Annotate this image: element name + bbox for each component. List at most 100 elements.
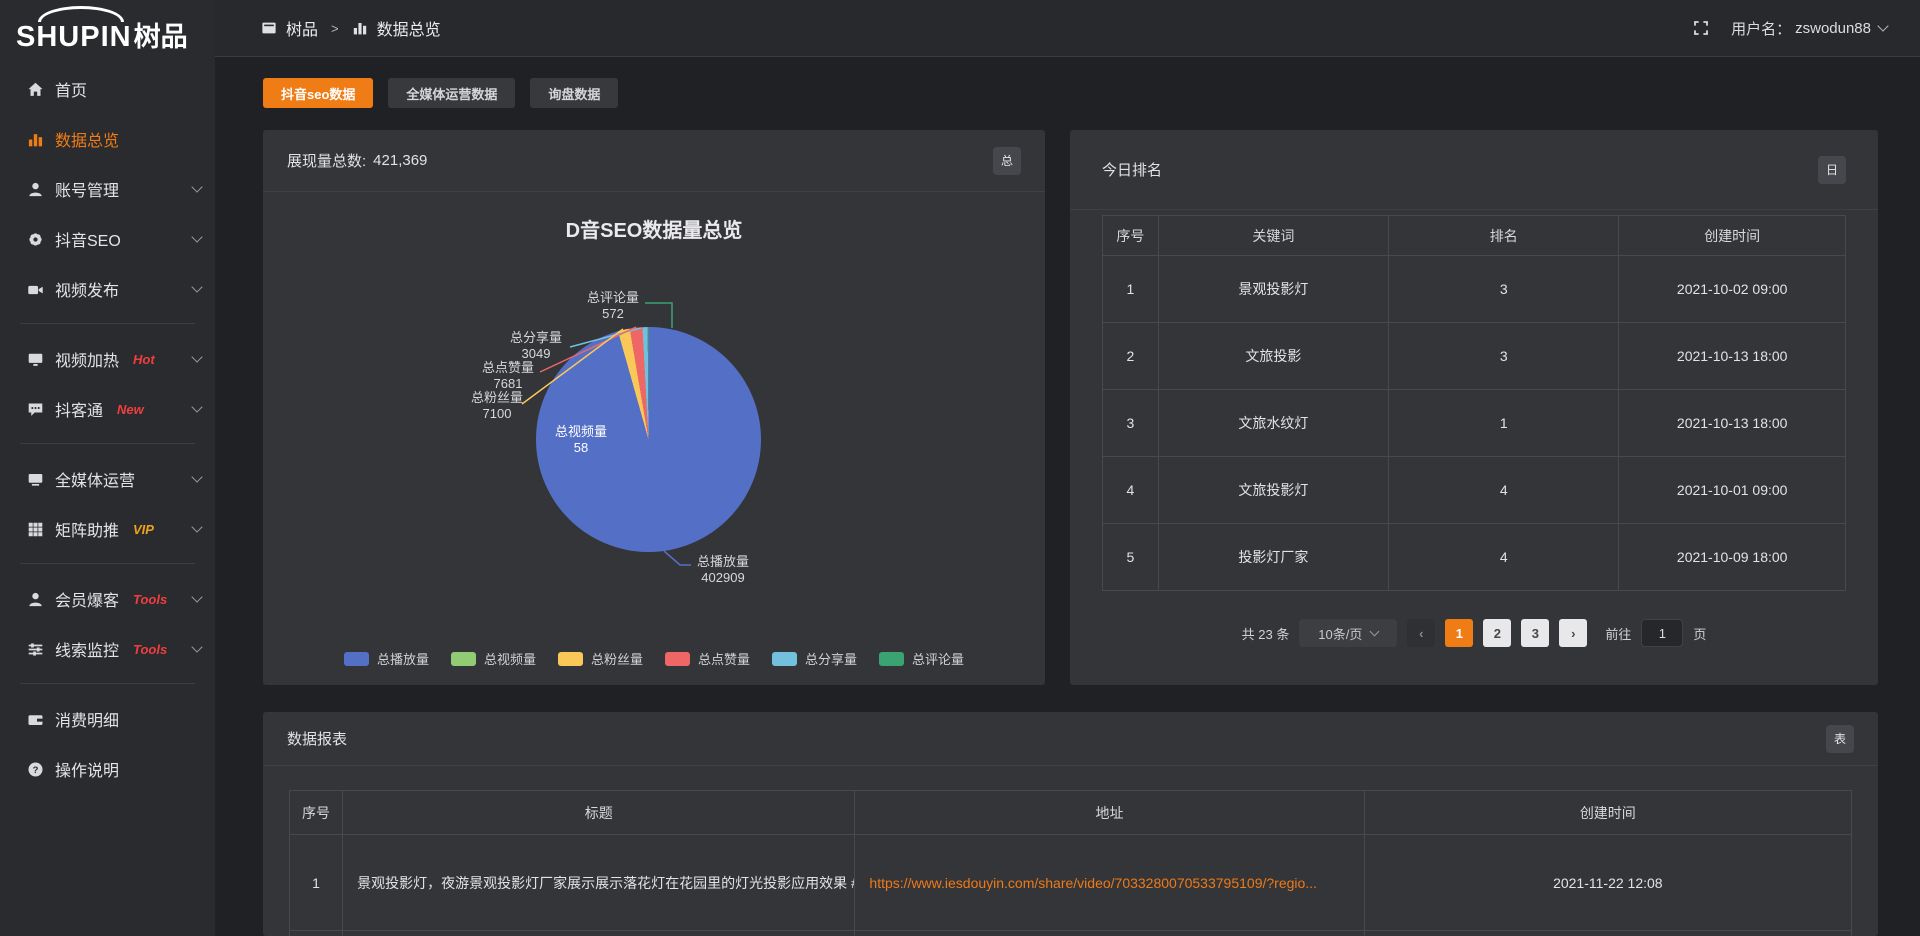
- breadcrumb-current[interactable]: 数据总览: [376, 22, 441, 39]
- svg-text:?: ?: [33, 764, 39, 775]
- page-button-2[interactable]: 2: [1483, 619, 1512, 647]
- sidebar-item-omnimedia[interactable]: 全媒体运营: [0, 454, 215, 504]
- sidebar-item-doukétong[interactable]: 抖客通 New: [0, 384, 215, 434]
- sidebar-item-label: 会员爆客: [55, 593, 120, 610]
- sidebar-item-home[interactable]: 首页: [0, 64, 215, 114]
- legend-item-shares[interactable]: 总分享量: [772, 649, 857, 668]
- legend-item-comments[interactable]: 总评论量: [879, 649, 964, 668]
- ranking-card-header: 今日排名 日: [1070, 130, 1878, 210]
- sidebar-divider: [20, 563, 195, 564]
- legend-swatch: [450, 651, 476, 666]
- report-card-header: 数据报表 表: [263, 712, 1878, 766]
- chevron-down-icon: [191, 591, 203, 603]
- sidebar-nav: 首页 数据总览 账号管理 抖音SEO 视频发布: [0, 64, 215, 794]
- user-menu[interactable]: 用户名： zswodun88: [1731, 18, 1889, 39]
- sidebar-item-instructions[interactable]: ? 操作说明: [0, 744, 215, 794]
- sidebar-item-data-overview[interactable]: 数据总览: [0, 114, 215, 164]
- sidebar-item-lead-monitor[interactable]: 线索监控 Tools: [0, 624, 215, 674]
- sidebar-item-account[interactable]: 账号管理: [0, 164, 215, 214]
- sidebar-item-member-burst[interactable]: 会员爆客 Tools: [0, 574, 215, 624]
- home-icon: [27, 81, 44, 98]
- table-row: 5 投影灯厂家 4 2021-10-09 18:00: [1102, 523, 1846, 591]
- goto-unit: 页: [1693, 626, 1707, 642]
- table-row: 4 文旅投影灯 4 2021-10-01 09:00: [1102, 456, 1846, 524]
- tools-badge: Tools: [133, 641, 168, 657]
- sidebar-item-label: 抖音SEO: [55, 233, 121, 250]
- sidebar-item-label: 消费明细: [55, 713, 120, 730]
- next-page-button[interactable]: ›: [1559, 619, 1588, 647]
- sidebar-item-label: 视频发布: [55, 283, 120, 300]
- data-report-card: 数据报表 表 序号 标题 地址 创建时间 1 景观投影灯，夜游景观投影灯厂: [263, 712, 1878, 936]
- col-time: 创建时间: [1363, 790, 1853, 835]
- pie-label-videos: 总视频量 58: [554, 424, 608, 455]
- vip-badge: VIP: [133, 521, 154, 537]
- main-content: 抖音seo数据 全媒体运营数据 询盘数据 展现量总数: 421,369 总 D音…: [215, 57, 1920, 936]
- tab-douyin-seo[interactable]: 抖音seo数据: [263, 78, 374, 108]
- table-row: 1 景观投影灯 3 2021-10-02 09:00: [1102, 255, 1846, 323]
- legend-swatch: [343, 651, 369, 666]
- monitor-icon: [27, 471, 44, 488]
- pagination-total: 共 23 条: [1241, 626, 1290, 642]
- legend-item-videos[interactable]: 总视频量: [450, 649, 536, 668]
- breadcrumb: 树品 > 数据总览: [261, 16, 441, 40]
- col-rank: 排名: [1388, 215, 1620, 256]
- tab-omnimedia[interactable]: 全媒体运营数据: [388, 78, 516, 108]
- chevron-down-icon: [191, 281, 203, 293]
- sidebar-item-douyin-seo[interactable]: 抖音SEO: [0, 214, 215, 264]
- sidebar-item-video-heat[interactable]: 视频加热 Hot: [0, 334, 215, 384]
- legend-item-likes[interactable]: 总点赞量: [665, 649, 750, 668]
- user-icon: [27, 181, 44, 198]
- fullscreen-icon[interactable]: [1693, 20, 1709, 36]
- legend-swatch: [665, 651, 690, 666]
- ranking-table: 序号 关键词 排名 创建时间 1 景观投影灯 3 2021-10-02 09:00 2…: [1102, 215, 1846, 591]
- table-row: 3 文旅水纹灯 1 2021-10-13 18:00: [1102, 389, 1846, 457]
- today-ranking-card: 今日排名 日 序号 关键词 排名 创建时间: [1070, 130, 1878, 685]
- day-badge[interactable]: 日: [1818, 155, 1846, 184]
- breadcrumb-separator: >: [331, 20, 339, 36]
- chevron-down-icon: [191, 351, 203, 363]
- legend-swatch: [557, 651, 583, 666]
- legend-item-fans[interactable]: 总粉丝量: [557, 649, 643, 668]
- window-icon: [261, 20, 277, 36]
- sidebar-item-consumption[interactable]: 消费明细: [0, 694, 215, 744]
- member-icon: [27, 591, 44, 608]
- pie-label-comments: 总评论量 572: [586, 290, 640, 321]
- impressions-value: 421,369: [373, 152, 428, 169]
- top-cards-row: 展现量总数: 421,369 总 D音SEO数据量总览: [263, 130, 1878, 685]
- sidebar-item-label: 数据总览: [55, 133, 120, 150]
- overview-chart-card: 展现量总数: 421,369 总 D音SEO数据量总览: [263, 130, 1045, 685]
- legend-item-plays[interactable]: 总播放量: [343, 649, 429, 668]
- table-badge[interactable]: 表: [1826, 724, 1854, 753]
- col-url: 地址: [854, 790, 1365, 835]
- page-button-3[interactable]: 3: [1521, 619, 1550, 647]
- col-time: 创建时间: [1618, 215, 1846, 256]
- chevron-down-icon: [191, 471, 203, 483]
- sidebar-divider: [20, 443, 195, 444]
- sidebar-item-label: 首页: [55, 83, 88, 100]
- page-size-select[interactable]: 10条/页: [1299, 619, 1398, 647]
- report-table: 序号 标题 地址 创建时间 1 景观投影灯，夜游景观投影灯厂家展示展示落花灯在花…: [288, 790, 1853, 936]
- sidebar-divider: [20, 683, 195, 684]
- total-badge[interactable]: 总: [993, 146, 1021, 175]
- chevron-down-icon: [1369, 626, 1380, 637]
- sidebar-item-matrix-boost[interactable]: 矩阵助推 VIP: [0, 504, 215, 554]
- screen-icon: [27, 351, 44, 368]
- logo-text-cn: 树品: [133, 22, 188, 52]
- page-button-1[interactable]: 1: [1445, 619, 1474, 647]
- sidebar-item-label: 账号管理: [55, 183, 120, 200]
- hot-badge: Hot: [133, 351, 155, 367]
- pie-label-fans: 总粉丝量 7100: [470, 390, 524, 421]
- ranking-title: 今日排名: [1102, 162, 1163, 179]
- sidebar-item-video-publish[interactable]: 视频发布: [0, 264, 215, 314]
- tab-inquiry[interactable]: 询盘数据: [530, 78, 619, 108]
- prev-page-button[interactable]: ‹: [1407, 619, 1436, 647]
- report-row-link[interactable]: https://www.iesdouyin.com/share/video/70…: [869, 874, 1317, 891]
- goto-page-input[interactable]: [1641, 619, 1684, 647]
- pie-label-likes: 总点赞量 7681: [481, 360, 535, 391]
- brand-logo: SHUPIN 树品: [0, 0, 215, 64]
- chart-legend: 总播放量 总视频量 总粉丝量 总点赞量 总分享量 总评论量: [263, 649, 1045, 668]
- username-value: zswodun88: [1795, 19, 1871, 37]
- table-row: [288, 930, 1853, 936]
- impressions-label: 展现量总数:: [287, 153, 367, 170]
- breadcrumb-root[interactable]: 树品: [286, 22, 319, 39]
